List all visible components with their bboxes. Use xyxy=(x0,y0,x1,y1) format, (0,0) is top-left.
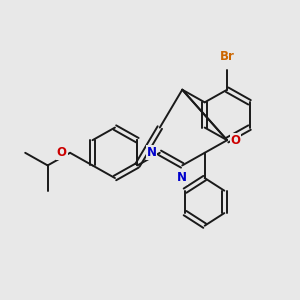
Text: N: N xyxy=(146,146,156,159)
Text: N: N xyxy=(177,171,187,184)
Text: O: O xyxy=(230,134,241,147)
Text: O: O xyxy=(57,146,67,159)
Text: Br: Br xyxy=(220,50,235,63)
